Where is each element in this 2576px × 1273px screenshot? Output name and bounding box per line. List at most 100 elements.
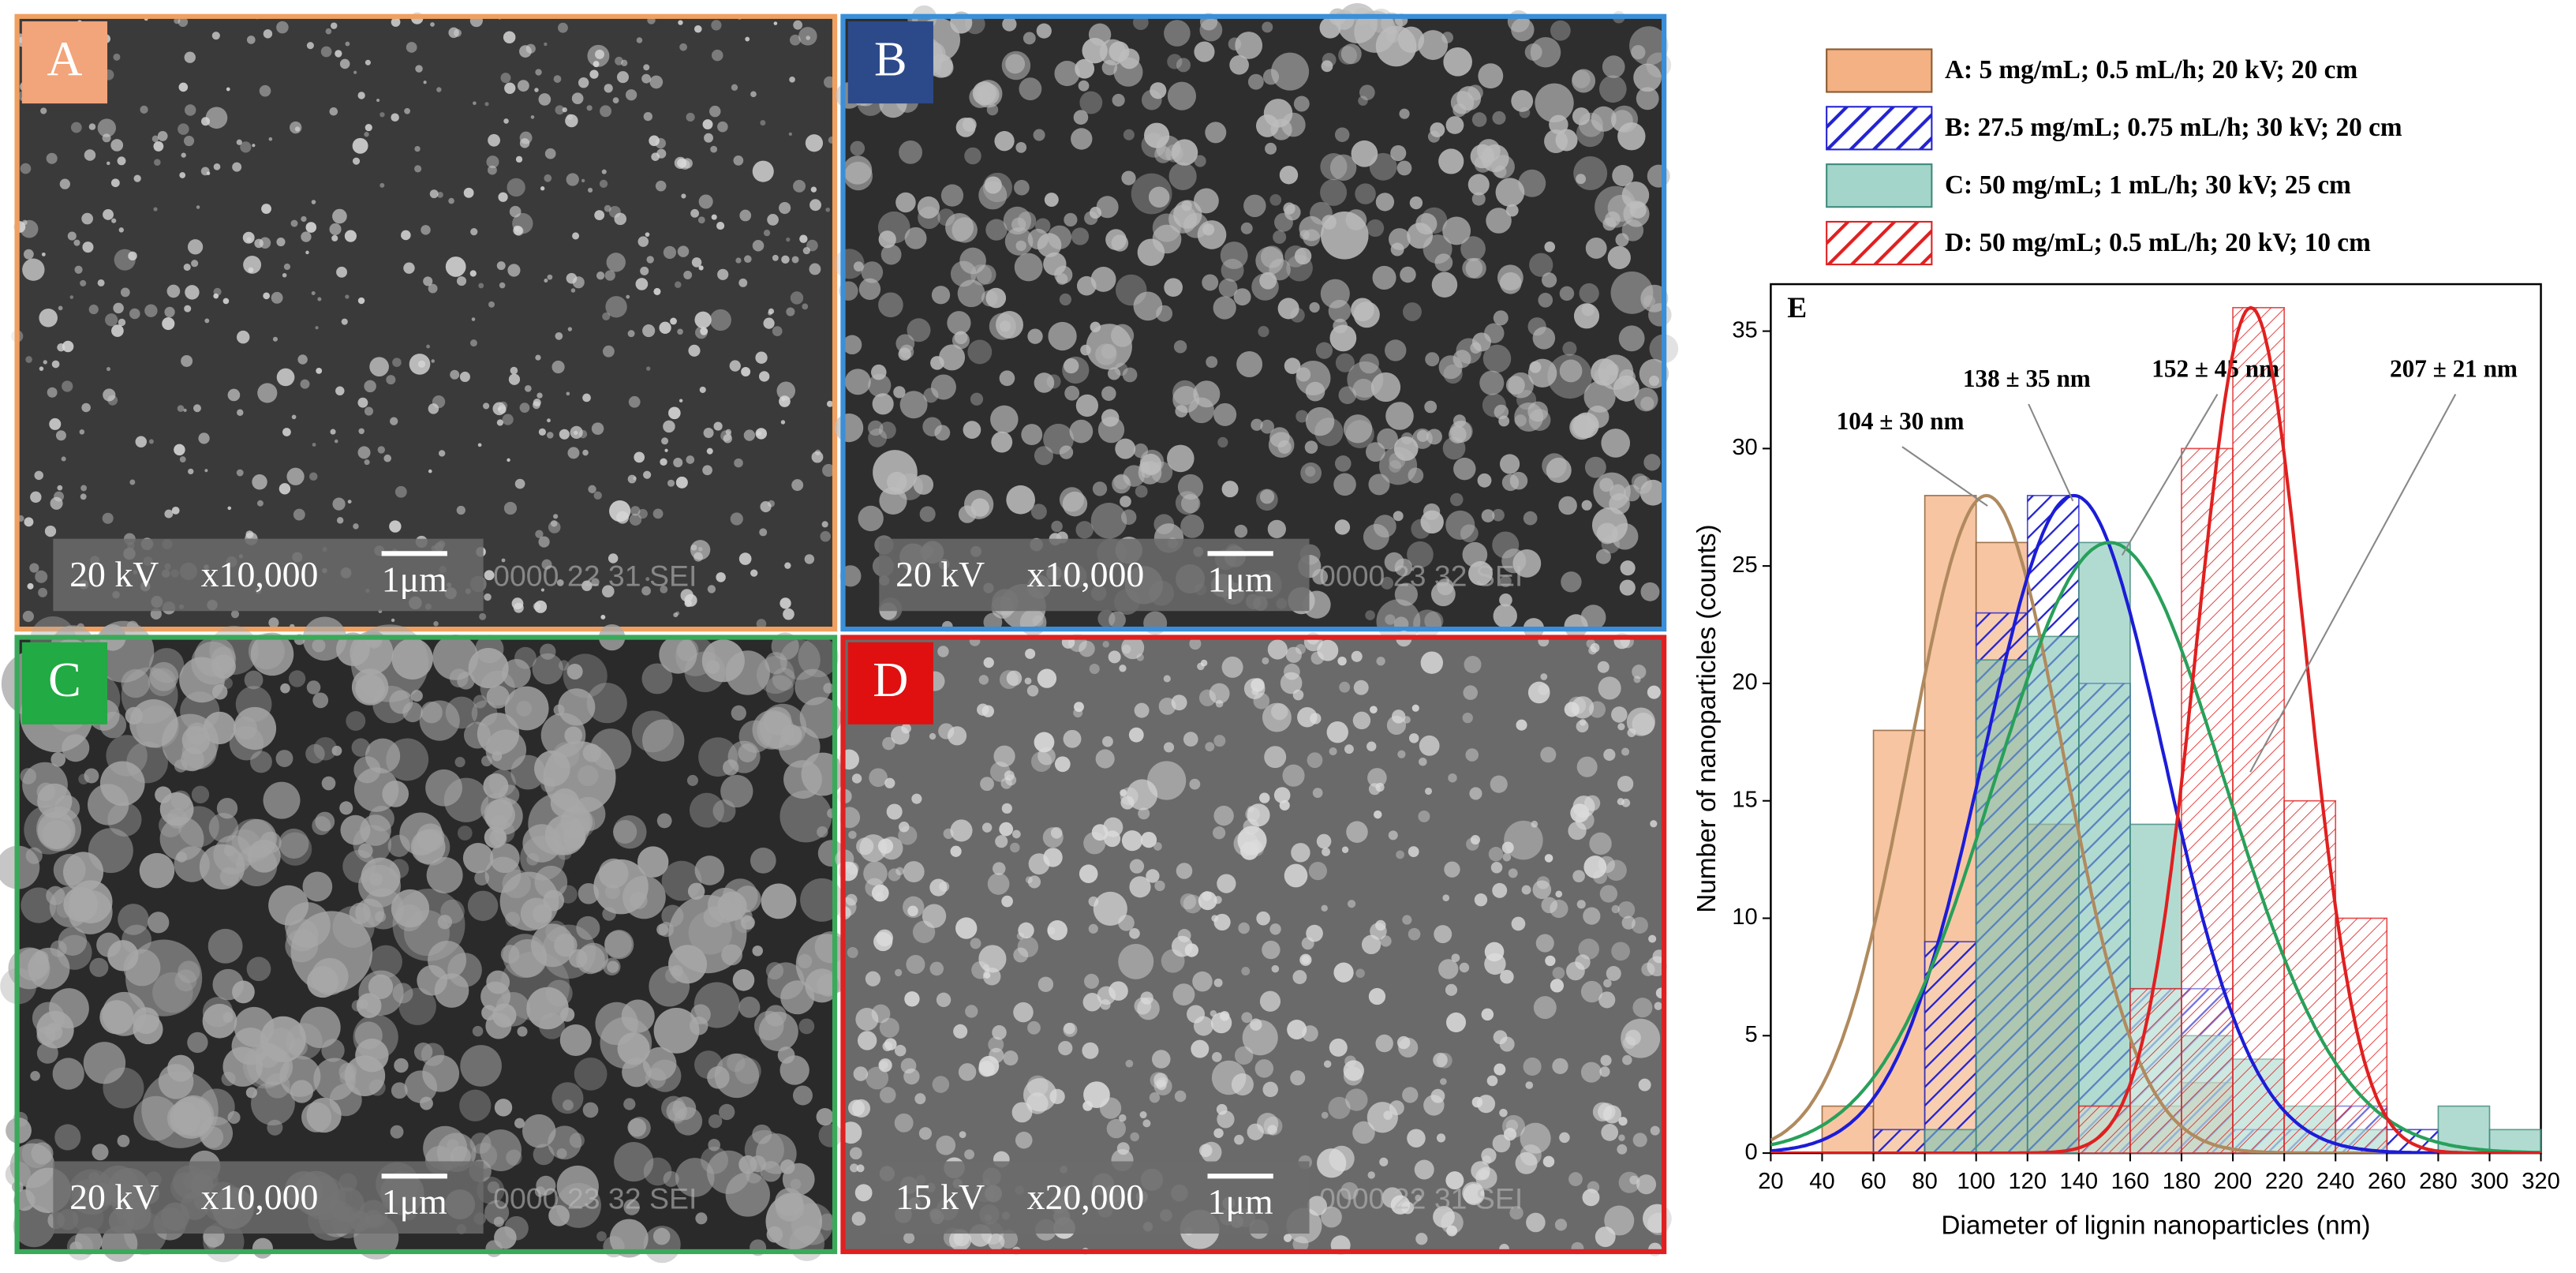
sem-particle — [1394, 558, 1413, 577]
sem-particle — [955, 117, 976, 137]
sem-particle — [248, 267, 254, 273]
sem-particle — [982, 172, 1013, 203]
sem-particle — [664, 448, 668, 452]
sem-particle — [457, 672, 475, 690]
sem-particle — [1095, 749, 1115, 769]
sem-particle — [706, 447, 713, 455]
sem-particle — [536, 1175, 556, 1196]
sem-particle — [117, 1134, 130, 1148]
histogram-bar — [1872, 1129, 1926, 1154]
sem-particle — [615, 56, 623, 66]
sem-particle — [614, 212, 627, 226]
sem-particle — [700, 327, 708, 335]
sem-particle — [1601, 429, 1631, 458]
sem-particle — [1441, 1211, 1464, 1234]
sem-particle — [1168, 162, 1197, 190]
sem-particle — [54, 1124, 81, 1151]
sem-particle — [939, 881, 950, 892]
sem-particle — [793, 179, 806, 193]
chart-panel-label: E — [1787, 292, 1807, 324]
sem-particle — [578, 942, 609, 973]
sem-particle — [200, 167, 210, 176]
sem-particle — [1352, 378, 1374, 401]
sem-particle — [246, 1043, 290, 1087]
sem-particle — [953, 1230, 970, 1247]
sem-particle — [847, 947, 858, 959]
sem-particle — [1163, 742, 1175, 753]
sem-particle — [232, 162, 242, 172]
sem-particle — [851, 773, 862, 784]
sem-particle — [507, 264, 521, 277]
sem-particle — [1083, 973, 1099, 989]
sem-particle — [392, 358, 402, 367]
sem-particle — [205, 107, 228, 129]
sem-particle — [351, 738, 370, 757]
sem-particle — [263, 781, 301, 819]
sem-particle — [81, 212, 94, 225]
sem-particle — [232, 980, 255, 1004]
sem-particle — [767, 214, 779, 226]
sem-particle — [1544, 854, 1553, 863]
sem-particle — [667, 479, 675, 487]
sem-particle — [1615, 233, 1629, 247]
sem-particle — [477, 1176, 505, 1204]
sem-particle — [1126, 779, 1158, 811]
sem-particle — [643, 1157, 672, 1186]
sem-particle — [1146, 869, 1160, 883]
sem-particle — [1601, 534, 1621, 554]
sem-particle — [1617, 1144, 1628, 1155]
sem-particle — [981, 822, 993, 833]
sem-particle — [1090, 321, 1101, 333]
sem-particle — [117, 156, 126, 166]
sem-particle — [1345, 209, 1367, 230]
sem-particle — [162, 317, 175, 331]
sem-particle — [436, 191, 443, 198]
sem-particle — [1063, 729, 1082, 748]
sem-particle — [1438, 148, 1464, 174]
sem-particle — [1353, 301, 1380, 328]
sem-particle — [514, 478, 525, 489]
sem-particle — [1527, 358, 1557, 388]
sem-particle — [907, 318, 931, 343]
sem-particle — [237, 409, 244, 416]
sem-particle — [1120, 789, 1127, 797]
sem-particle — [1370, 372, 1401, 402]
sem-particle — [1492, 882, 1508, 898]
sem-particle — [125, 939, 203, 1017]
sem-particle — [1606, 859, 1627, 882]
sem-particle — [500, 73, 511, 84]
sem-particle — [970, 938, 981, 949]
sem-particle — [649, 135, 660, 147]
sem-particle — [1343, 1060, 1364, 1081]
sem-particle — [1101, 409, 1120, 427]
sem-particle — [614, 1142, 654, 1182]
sem-particle — [1273, 787, 1291, 803]
sem-particle — [853, 1066, 869, 1081]
sem-particle — [802, 246, 810, 255]
sem-particle — [818, 1123, 843, 1148]
sem-particle — [663, 420, 675, 433]
sem-particle — [1262, 702, 1292, 732]
sem-particle — [227, 388, 241, 402]
sem-particle — [1541, 272, 1557, 288]
sem-particle — [984, 176, 1002, 194]
sem-particle — [1385, 402, 1414, 430]
sem-particle — [1047, 225, 1072, 249]
sem-particle — [1328, 299, 1352, 323]
sem-particle — [188, 468, 194, 475]
sem-particle — [484, 102, 489, 107]
sem-particle — [1365, 610, 1375, 620]
sem-particle — [503, 118, 509, 124]
legend-swatch — [1826, 163, 1933, 208]
sem-particle — [501, 558, 506, 563]
sem-particle — [601, 169, 607, 174]
sem-particle — [900, 1058, 917, 1074]
sem-particle — [1018, 922, 1034, 939]
sem-particle — [1063, 1022, 1078, 1037]
sem-particle — [1079, 640, 1095, 657]
sem-particle — [339, 58, 350, 69]
sem-particle — [679, 43, 687, 51]
sem-particle — [37, 783, 73, 819]
sem-particle — [1462, 257, 1483, 279]
sem-particle — [1129, 859, 1145, 874]
